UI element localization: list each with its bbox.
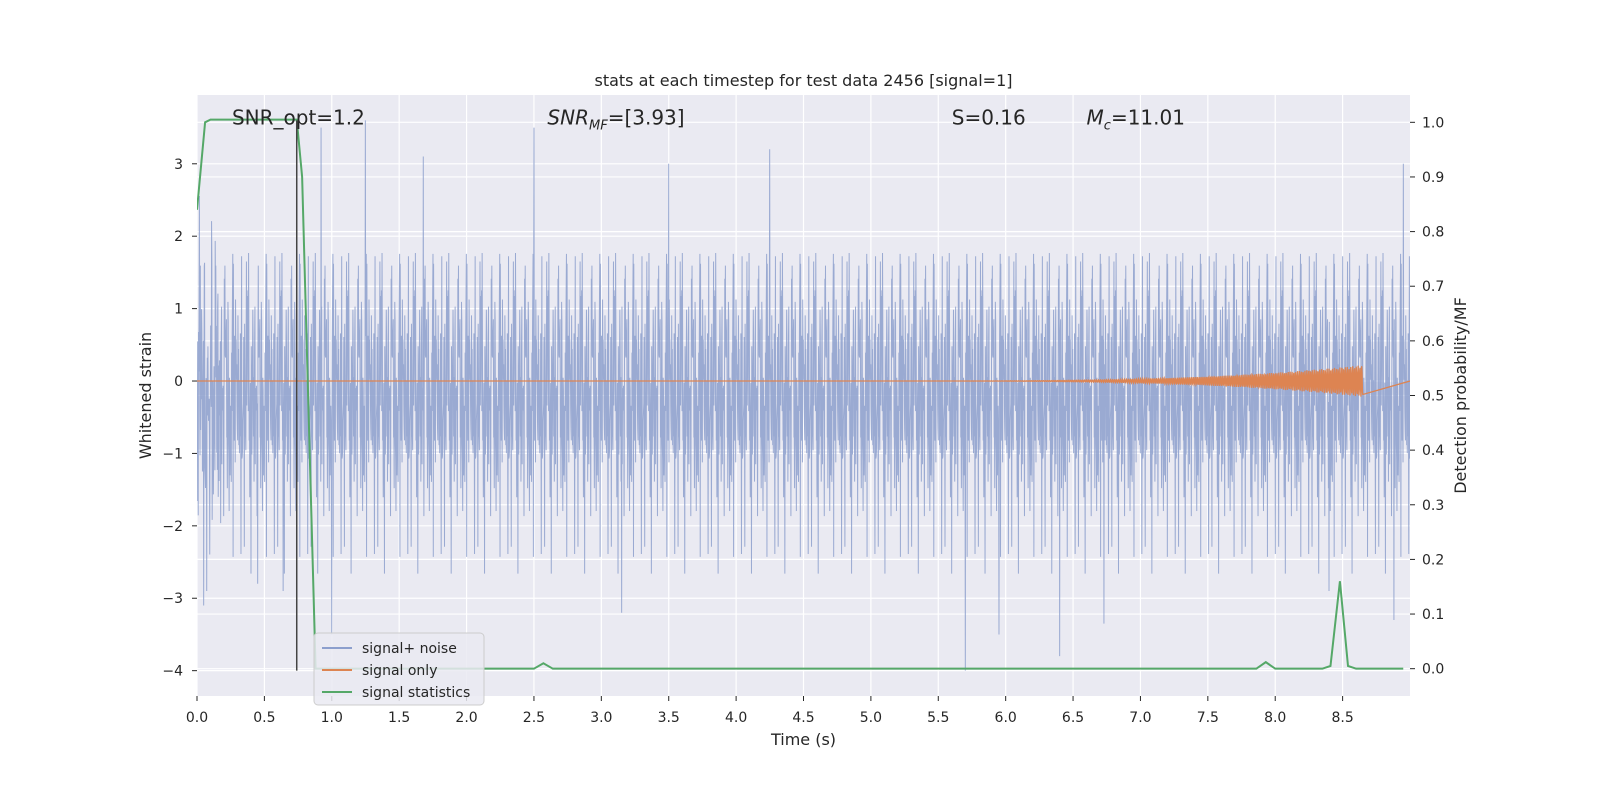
x-axis-ticks: 0.0 0.5 1.0 1.5 2.0 2.5 3.0 3.5 4.0 4.5 5.0 5.5 6.0 6… [186,696,1354,726]
annotation-3: Mc=11.01 [1087,105,1185,133]
x-tick-label: 7.5 [1197,710,1219,726]
annotations: SNR_opt=1.2 SNRMF=[3.93] S=0.16 Mc=11.01 [232,105,1185,133]
annotation-0: SNR_opt=1.2 [232,105,365,129]
x-tick-label: 1.0 [321,710,343,726]
y-left-tick-label: 0 [174,374,183,390]
y-left-tick-label: 3 [174,157,183,173]
x-tick-label: 5.0 [860,710,882,726]
y-left-tick-label: 1 [174,302,183,318]
x-tick-label: 2.0 [455,710,477,726]
x-tick-label: 2.5 [523,710,545,726]
x-tick-label: 4.0 [725,710,747,726]
line-signal-only [197,365,1410,397]
legend: signal+ noise signal only signal statistic… [313,632,485,706]
annotation-2: S=0.16 [952,105,1026,129]
y-right-tick-label: 0.5 [1422,389,1444,405]
y-right-tick-label: 0.6 [1422,334,1444,350]
y-right-tick-label: 0.7 [1422,279,1444,295]
chart-title: stats at each timestep for test data 245… [594,71,1012,90]
x-tick-label: 1.5 [388,710,410,726]
y-axis-left-label: Whitened strain [136,332,155,459]
y-right-tick-label: 1.0 [1422,115,1444,131]
legend-box [313,632,485,706]
x-tick-label: 0.5 [253,710,275,726]
x-tick-label: 3.5 [658,710,680,726]
y-right-tick-label: 0.1 [1422,607,1444,623]
x-axis-label: Time (s) [770,730,836,749]
x-tick-label: 0.0 [186,710,208,726]
y-left-tick-label: −2 [162,519,183,535]
y-right-tick-label: 0.9 [1422,170,1444,186]
y-axis-right-label: Detection probability/MF [1451,297,1470,494]
series-signal-statistics [197,118,1404,670]
line-signal-statistics [197,118,1404,670]
y-right-tick-label: 0.2 [1422,552,1444,568]
y-right-tick-label: 0.0 [1422,662,1444,678]
y-axis-right-ticks: 0.0 0.1 0.2 0.3 0.4 0.5 0.6 0.7 0.8 0.9 1.0 [1410,115,1444,678]
y-right-tick-label: 0.3 [1422,498,1444,514]
legend-label: signal only [362,663,437,679]
y-right-tick-label: 0.4 [1422,443,1444,459]
annotation-1: SNRMF=[3.93] [547,105,684,133]
x-tick-label: 4.5 [792,710,814,726]
grid [196,95,1410,696]
y-right-tick-label: 0.8 [1422,225,1444,241]
y-left-tick-label: −1 [162,446,183,462]
legend-label: signal statistics [362,685,470,701]
x-tick-label: 3.0 [590,710,612,726]
y-left-tick-label: −4 [162,664,183,680]
series-signal-only [197,365,1410,397]
x-tick-label: 7.0 [1129,710,1151,726]
x-tick-label: 6.0 [995,710,1017,726]
x-tick-label: 8.0 [1264,710,1286,726]
y-left-tick-label: −3 [162,591,183,607]
y-axis-left-ticks: −4 −3 −2 −1 0 1 2 3 [162,157,197,680]
x-tick-label: 5.5 [927,710,949,726]
y-left-tick-label: 2 [174,229,183,245]
x-tick-label: 8.5 [1331,710,1353,726]
x-tick-label: 6.5 [1062,710,1084,726]
legend-label: signal+ noise [362,641,457,657]
